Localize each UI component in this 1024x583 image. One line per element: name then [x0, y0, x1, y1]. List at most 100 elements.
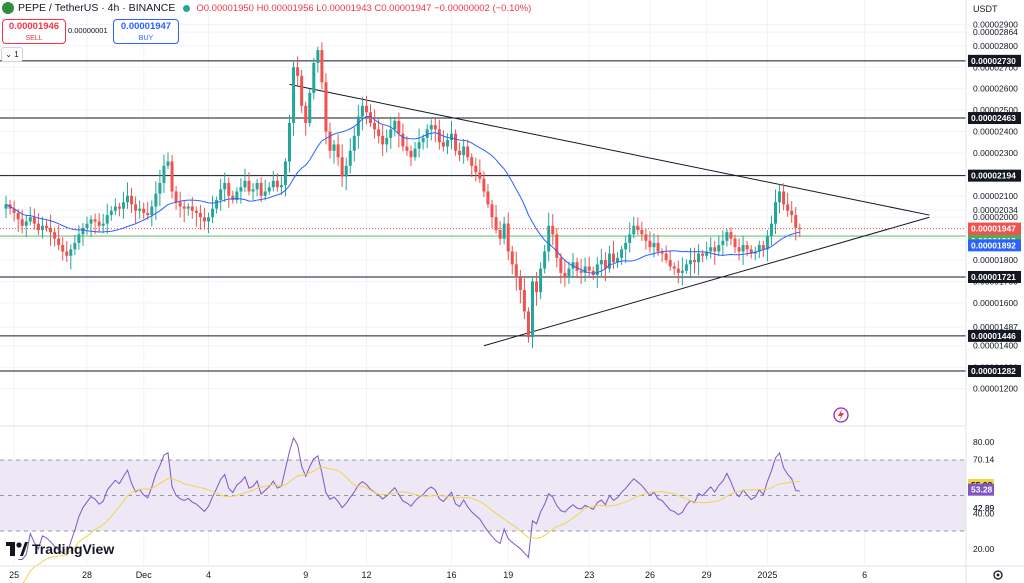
candle: [603, 260, 607, 269]
marker-tag-blue: [968, 239, 1021, 252]
ma-line: [5, 116, 800, 274]
candle: [660, 251, 664, 254]
candle: [466, 146, 470, 158]
time-tick: 2025: [757, 570, 777, 580]
candle: [478, 172, 482, 179]
candle: [73, 242, 77, 250]
level-price: 0.00002463: [971, 113, 1016, 123]
candle: [231, 195, 235, 201]
candle: [182, 206, 186, 209]
candle: [693, 260, 696, 263]
settings-gear-icon[interactable]: [993, 570, 1003, 580]
candle: [717, 245, 721, 252]
candle: [454, 133, 458, 151]
candle: [587, 266, 591, 271]
candle: [126, 195, 129, 203]
candle: [227, 182, 231, 196]
candle: [567, 268, 571, 278]
candle: [749, 249, 753, 254]
candle: [482, 178, 486, 192]
trendline: [289, 83, 930, 216]
buy-label: BUY: [138, 35, 154, 42]
candle: [522, 290, 526, 312]
rsi-value-tag: [968, 483, 994, 496]
candle: [579, 270, 583, 273]
candle: [263, 191, 267, 196]
candle: [397, 120, 401, 134]
level-price: 0.00002194: [971, 171, 1016, 181]
symbol-title[interactable]: PEPE / TetherUS · 4h · BINANCE: [18, 2, 176, 14]
candle: [49, 227, 53, 233]
level-tag: [968, 112, 1021, 125]
time-axis: 25 28 Dec 4 9 12 16 19 23 26 29 2025 6: [9, 570, 867, 580]
trendlines: [289, 83, 930, 347]
candle: [547, 225, 551, 252]
rsi-band: [0, 459, 966, 532]
candle: [583, 266, 587, 273]
candle: [69, 249, 73, 256]
buy-button[interactable]: 0.00001947 BUY: [113, 19, 179, 44]
market-status-dot-icon: [183, 4, 191, 12]
candle: [304, 105, 308, 123]
marker-tag-blue-text: 0.00001892: [971, 240, 1016, 250]
candle: [413, 148, 417, 158]
candle: [433, 125, 437, 130]
price-tick: 0.00002000: [973, 212, 1018, 222]
candle: [445, 140, 449, 147]
rsi-tick: 70.14: [973, 455, 995, 465]
candle: [648, 240, 652, 248]
candle: [211, 208, 215, 218]
candle: [336, 144, 340, 158]
buy-price: 0.00001947: [120, 21, 172, 32]
time-tick: 4: [206, 570, 211, 580]
candle: [729, 232, 733, 239]
sell-price: 0.00001946: [8, 21, 60, 32]
candle: [701, 253, 705, 256]
candle: [4, 204, 8, 209]
sell-button[interactable]: 0.00001946 SELL: [2, 19, 66, 44]
rsi-tick: 42.89: [973, 503, 995, 513]
candles: [4, 42, 802, 349]
candle: [765, 236, 769, 250]
candle: [644, 234, 648, 241]
candle: [761, 245, 765, 250]
candle: [16, 212, 20, 220]
candle: [668, 260, 672, 267]
candle: [409, 150, 413, 158]
candle: [595, 264, 599, 276]
candle: [36, 223, 40, 231]
candle: [543, 251, 547, 269]
candle: [324, 82, 328, 132]
candle: [105, 215, 109, 224]
candle: [259, 182, 263, 196]
candle: [352, 135, 356, 151]
chevron-down-icon: ⌄: [5, 50, 12, 59]
candle: [684, 264, 688, 271]
candle: [20, 219, 24, 226]
horizontal-levels: [0, 60, 966, 372]
candle: [57, 238, 61, 246]
candle: [247, 180, 251, 192]
time-tick: 16: [446, 570, 456, 580]
candle: [267, 187, 271, 192]
collapse-indicators-button[interactable]: ⌄ 1: [1, 47, 23, 62]
candle: [450, 133, 453, 141]
candle: [652, 242, 656, 248]
lightning-icon[interactable]: [833, 407, 849, 423]
tradingview-logo: TradingView: [6, 541, 114, 557]
candle: [769, 223, 773, 237]
candle: [174, 191, 178, 203]
time-tick: Dec: [136, 570, 153, 580]
candle: [518, 277, 522, 291]
candle: [28, 217, 32, 222]
price-tick: 0.00001800: [973, 255, 1018, 265]
candle: [344, 165, 348, 177]
candle: [494, 217, 498, 231]
candle: [624, 242, 628, 250]
candle: [202, 217, 206, 222]
candle: [158, 182, 162, 194]
candle: [308, 92, 312, 123]
candle: [405, 146, 409, 151]
candle: [474, 165, 478, 173]
